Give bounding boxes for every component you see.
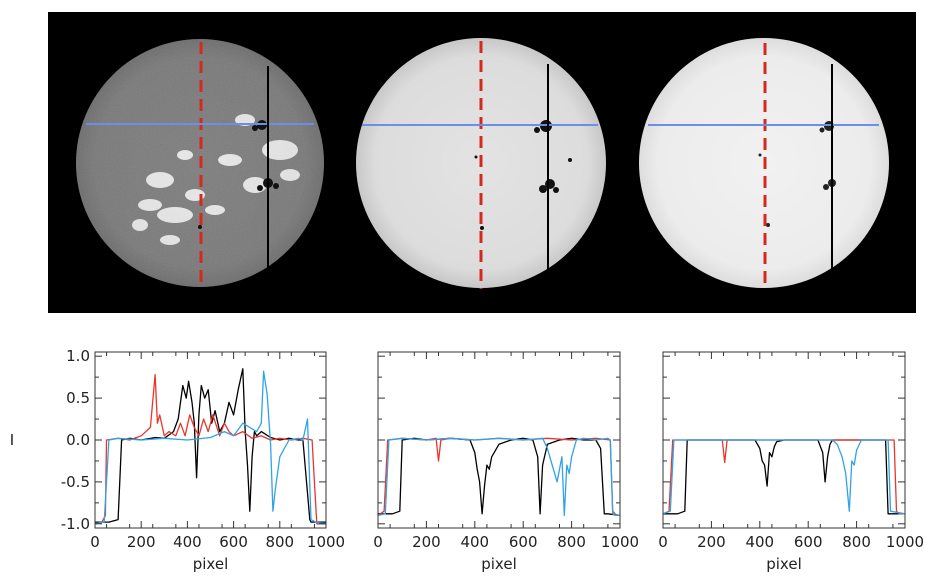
chart-1-ylabel: I bbox=[10, 431, 14, 449]
chart-1-ytick-label: 0.0 bbox=[66, 431, 90, 449]
chart-1-xtick-label: 400 bbox=[173, 533, 202, 551]
profile-chart-3: 0 200 400 600 800 1000 pixel bbox=[658, 351, 924, 573]
chart-2-xtick-label: 200 bbox=[412, 533, 441, 551]
chart-2-series-1 bbox=[378, 437, 621, 517]
chart-3-xtick-label: 400 bbox=[745, 533, 774, 551]
chart-1-ytick-label: -0.5 bbox=[61, 473, 90, 491]
chart-1-xtick-label: 0 bbox=[90, 533, 100, 551]
chart-2-series-2 bbox=[377, 437, 620, 517]
chart-2-series-3 bbox=[377, 437, 620, 517]
profile-chart-1: 0 200 400 600 800 1000 1.0 0.5 0.0 -0.5 -1.0 pixel I bbox=[10, 347, 345, 573]
chart-3-xtick-label: 800 bbox=[842, 533, 871, 551]
chart-2-xtick-label: 800 bbox=[557, 533, 586, 551]
chart-1-ytick-label: -1.0 bbox=[61, 515, 90, 533]
chart-1-ytick-label: 0.5 bbox=[66, 389, 90, 407]
chart-3-xtick-label: 600 bbox=[794, 533, 823, 551]
chart-3-series-2 bbox=[662, 439, 905, 515]
chart-1-xlabel: pixel bbox=[193, 555, 229, 573]
profile-chart-2: 0 200 400 600 800 1000 pixel bbox=[373, 351, 639, 573]
chart-1-ytick-label: 1.0 bbox=[66, 347, 90, 365]
chart-1-series-2 bbox=[94, 373, 326, 525]
chart-1-series-3 bbox=[94, 370, 327, 525]
chart-3-xtick-label: 1000 bbox=[886, 533, 924, 551]
chart-3-series-1 bbox=[663, 439, 905, 515]
chart-2-xtick-label: 1000 bbox=[601, 533, 639, 551]
chart-3-xlabel: pixel bbox=[766, 555, 802, 573]
chart-1-series-1 bbox=[95, 368, 326, 523]
cut-markers bbox=[86, 41, 879, 289]
chart-2-xtick-label: 600 bbox=[509, 533, 538, 551]
chart-2-xlabel: pixel bbox=[481, 555, 517, 573]
chart-1-xtick-label: 1000 bbox=[307, 533, 345, 551]
chart-1-xtick-label: 600 bbox=[219, 533, 248, 551]
chart-3-xtick-label: 0 bbox=[658, 533, 668, 551]
chart-1-xtick-label: 800 bbox=[265, 533, 294, 551]
chart-3-xtick-label: 200 bbox=[697, 533, 726, 551]
chart-3-series-3 bbox=[662, 439, 906, 515]
chart-2-xtick-label: 0 bbox=[373, 533, 383, 551]
chart-2-xtick-label: 400 bbox=[460, 533, 489, 551]
chart-1-xtick-label: 200 bbox=[127, 533, 156, 551]
